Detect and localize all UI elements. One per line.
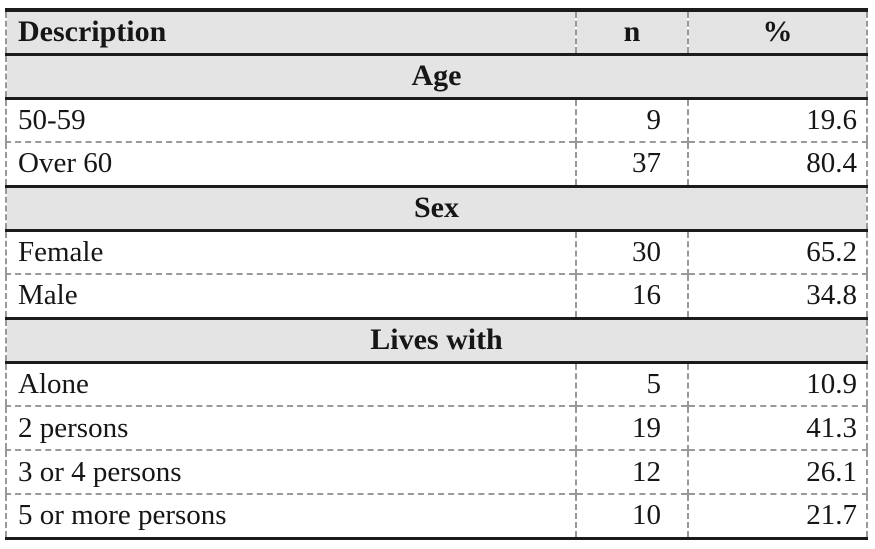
table-row-alone: Alone 5 10.9 bbox=[6, 362, 867, 406]
cell-n: 12 bbox=[575, 449, 688, 494]
cell-n: 16 bbox=[575, 273, 688, 318]
table-row-female: Female 30 65.2 bbox=[6, 230, 867, 274]
cell-percent: 80.4 bbox=[687, 141, 867, 186]
cell-percent: 26.1 bbox=[687, 449, 867, 494]
section-title: Sex bbox=[6, 184, 867, 232]
cell-n: 37 bbox=[575, 141, 688, 186]
cell-percent: 65.2 bbox=[687, 230, 867, 274]
column-header-description: Description bbox=[6, 10, 576, 56]
section-header-age: Age bbox=[6, 52, 867, 100]
cell-percent: 10.9 bbox=[687, 362, 867, 406]
cell-description: 5 or more persons bbox=[6, 493, 576, 538]
section-header-lives-with: Lives with bbox=[6, 316, 867, 364]
section-title: Lives with bbox=[6, 316, 867, 364]
demographics-table: Description n % Age 50-59 9 19.6 Over 60… bbox=[5, 8, 868, 540]
cell-description: Alone bbox=[6, 362, 576, 406]
cell-n: 5 bbox=[575, 362, 688, 406]
column-header-percent: % bbox=[687, 10, 867, 56]
demographics-table-container: Description n % Age 50-59 9 19.6 Over 60… bbox=[5, 8, 868, 540]
cell-percent: 21.7 bbox=[687, 493, 867, 538]
cell-n: 30 bbox=[575, 230, 688, 274]
cell-description: 3 or 4 persons bbox=[6, 449, 576, 494]
cell-n: 19 bbox=[575, 405, 688, 450]
cell-n: 9 bbox=[575, 98, 688, 142]
table-row-3-or-4-persons: 3 or 4 persons 12 26.1 bbox=[6, 449, 867, 494]
cell-percent: 19.6 bbox=[687, 98, 867, 142]
table-row-male: Male 16 34.8 bbox=[6, 273, 867, 318]
cell-description: Female bbox=[6, 230, 576, 274]
table-row-over-60: Over 60 37 80.4 bbox=[6, 141, 867, 186]
table-row-50-59: 50-59 9 19.6 bbox=[6, 98, 867, 142]
section-title: Age bbox=[6, 52, 867, 100]
table-header-row: Description n % bbox=[6, 10, 867, 56]
cell-n: 10 bbox=[575, 493, 688, 538]
cell-description: Male bbox=[6, 273, 576, 318]
cell-percent: 41.3 bbox=[687, 405, 867, 450]
cell-description: Over 60 bbox=[6, 141, 576, 186]
cell-description: 50-59 bbox=[6, 98, 576, 142]
column-header-n: n bbox=[575, 10, 688, 56]
table-row-2-persons: 2 persons 19 41.3 bbox=[6, 405, 867, 450]
table-row-5-or-more-persons: 5 or more persons 10 21.7 bbox=[6, 493, 867, 538]
section-header-sex: Sex bbox=[6, 184, 867, 232]
cell-percent: 34.8 bbox=[687, 273, 867, 318]
cell-description: 2 persons bbox=[6, 405, 576, 450]
